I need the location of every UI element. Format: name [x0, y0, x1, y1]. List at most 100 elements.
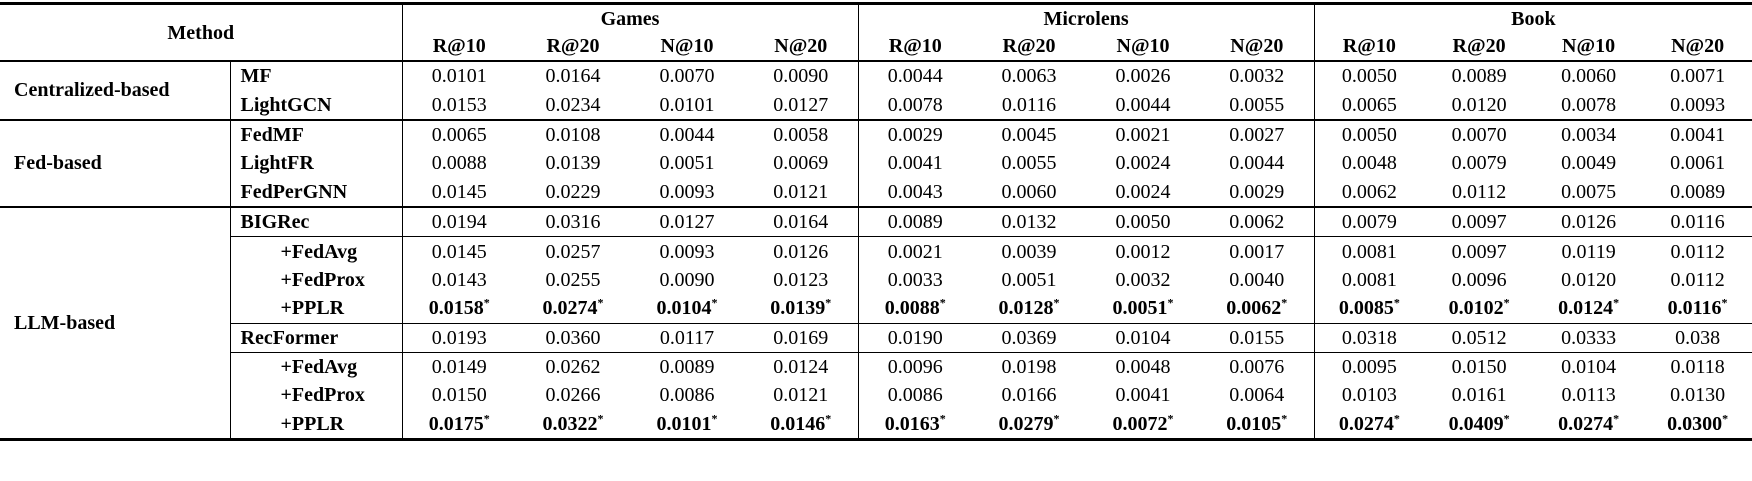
metric-value: 0.0029 [1229, 180, 1285, 203]
section-label-fedbased: Fed-based [0, 118, 231, 207]
metric-value: 0.0262 [545, 356, 601, 379]
metric-value: 0.0101 [431, 65, 487, 88]
value-fedavg-book-r10: 0.0095 [1314, 351, 1425, 382]
value-mf-games-r20: 0.0164 [516, 61, 630, 90]
value-fedavg-book-r10: 0.0081 [1314, 236, 1425, 266]
metric-value: 0.0081 [1341, 240, 1397, 263]
metric-value: 0.0089 [887, 211, 943, 234]
method-bigrec: BIGRec [230, 205, 403, 237]
value-mf-book-n20: 0.0071 [1643, 61, 1752, 90]
metric-value: 0.0146 [770, 412, 826, 435]
value-fedprox-games-n10: 0.0086 [630, 381, 744, 409]
value-fedavg-games-r10: 0.0145 [402, 236, 517, 266]
metric-value: 0.0194 [431, 211, 487, 234]
value-fedavg-microlens-r10: 0.0096 [858, 351, 973, 382]
value-fedpergnn-microlens-n10: 0.0024 [1086, 178, 1200, 207]
metric-value: 0.038 [1675, 326, 1721, 349]
value-fedavg-games-n20: 0.0124 [744, 351, 859, 382]
metric-value: 0.0055 [1229, 93, 1285, 116]
value-fedavg-book-n20: 0.0118 [1643, 351, 1752, 382]
metric-value: 0.0085 [1338, 297, 1394, 320]
metric-value: 0.0044 [1115, 93, 1171, 116]
metric-value: 0.0113 [1561, 384, 1616, 407]
value-bigrec-book-n20: 0.0116 [1643, 205, 1752, 237]
significance-star: * [1167, 411, 1174, 426]
metric-value: 0.0060 [1561, 65, 1617, 88]
value-recformer-microlens-r20: 0.0369 [972, 322, 1087, 353]
metric-value: 0.0112 [1451, 180, 1507, 203]
method-lightgcn: LightGCN [230, 90, 403, 120]
metric-value: 0.0322 [542, 412, 598, 435]
metric-value: 0.0105 [1226, 412, 1282, 435]
value-fedprox-microlens-n20: 0.0040 [1200, 265, 1315, 295]
metric-value: 0.0166 [1001, 384, 1057, 407]
value-fedavg-games-r20: 0.0262 [516, 351, 631, 382]
value-lightgcn-microlens-r10: 0.0078 [858, 90, 972, 119]
value-pplr-games-r10: 0.0175* [402, 410, 516, 440]
value-lightgcn-book-r20: 0.0120 [1424, 90, 1534, 119]
value-fedpergnn-book-r10: 0.0062 [1314, 178, 1424, 207]
value-fedavg-book-r20: 0.0150 [1424, 351, 1535, 382]
value-fedpergnn-games-r10: 0.0145 [402, 178, 516, 207]
value-lightgcn-games-r10: 0.0153 [402, 90, 516, 119]
value-fedavg-microlens-n10: 0.0012 [1086, 236, 1201, 266]
significance-star: * [711, 411, 718, 426]
value-bigrec-microlens-n10: 0.0050 [1086, 205, 1201, 237]
value-lightgcn-games-n20: 0.0127 [744, 90, 859, 120]
value-fedavg-microlens-n10: 0.0048 [1086, 351, 1201, 382]
metric-value: 0.0300 [1667, 412, 1723, 435]
metric-value: 0.0101 [656, 412, 712, 435]
metric-header-row: R@10 R@20 N@10 N@20 R@10 R@20 N@10 N@20 R@10 R@20… [0, 32, 1752, 62]
value-fedprox-games-r20: 0.0255 [516, 266, 630, 294]
metric-value: 0.0021 [887, 240, 943, 263]
metric-value: 0.0090 [773, 65, 829, 88]
metric-value: 0.0093 [1670, 93, 1726, 116]
metric-value: 0.0274 [542, 297, 598, 320]
value-fedmf-microlens-n20: 0.0027 [1200, 118, 1315, 150]
value-fedmf-microlens-r10: 0.0029 [858, 118, 973, 150]
value-fedprox-book-r10: 0.0103 [1314, 381, 1424, 409]
value-fedprox-microlens-r10: 0.0086 [858, 381, 972, 409]
metric-value: 0.0257 [545, 240, 601, 263]
metric-value: 0.0044 [659, 123, 715, 146]
value-pplr-book-r20: 0.0409* [1424, 410, 1534, 440]
value-pplr-games-r20: 0.0274* [516, 294, 630, 323]
metric-value: 0.0078 [1561, 93, 1617, 116]
value-pplr-book-n10: 0.0124* [1534, 294, 1643, 323]
value-fedprox-microlens-r20: 0.0166 [972, 381, 1086, 409]
table-header: Method Games Microlens Book R@10 R@20 N@10… [0, 3, 1752, 62]
metric-value: 0.0149 [431, 356, 487, 379]
metric-value: 0.0032 [1115, 268, 1171, 291]
value-fedavg-book-n10: 0.0104 [1534, 351, 1644, 382]
value-fedmf-book-n20: 0.0041 [1643, 118, 1752, 150]
metric-value: 0.0021 [1115, 123, 1171, 146]
method-pplr: +PPLR [230, 294, 403, 324]
metric-value: 0.0089 [1451, 65, 1507, 88]
value-mf-microlens-n10: 0.0026 [1086, 61, 1200, 90]
metric-value: 0.0121 [773, 384, 829, 407]
metric-value: 0.0116 [1667, 297, 1722, 320]
group-header-microlens: Microlens [858, 3, 1315, 32]
value-lightgcn-microlens-r20: 0.0116 [972, 90, 1086, 119]
value-fedavg-book-n10: 0.0119 [1534, 236, 1644, 266]
value-fedavg-microlens-n20: 0.0076 [1200, 351, 1315, 382]
value-fedmf-microlens-r20: 0.0045 [972, 118, 1087, 150]
value-bigrec-games-r20: 0.0316 [516, 205, 631, 237]
value-recformer-book-n10: 0.0333 [1534, 322, 1644, 353]
table-row-pplr: +PPLR 0.0158* 0.0274* 0.0104* 0.0139* 0.0088*… [0, 294, 1752, 324]
metric-value: 0.0040 [1229, 268, 1285, 291]
metric-value: 0.0024 [1115, 180, 1171, 203]
value-fedmf-book-r10: 0.0050 [1314, 118, 1425, 150]
metric-value: 0.0097 [1451, 240, 1507, 263]
metric-value: 0.0128 [998, 297, 1054, 320]
value-lightfr-games-n10: 0.0051 [630, 149, 744, 177]
metric-value: 0.0069 [773, 152, 829, 175]
significance-star: * [597, 411, 604, 426]
metric-value: 0.0032 [1229, 65, 1285, 88]
metric-value: 0.0039 [1001, 240, 1057, 263]
metric-value: 0.0266 [545, 384, 601, 407]
metric-value: 0.0071 [1670, 65, 1726, 88]
metric-value: 0.0161 [1451, 384, 1507, 407]
metric-value: 0.0049 [1561, 152, 1617, 175]
value-fedprox-book-n20: 0.0112 [1643, 266, 1752, 294]
